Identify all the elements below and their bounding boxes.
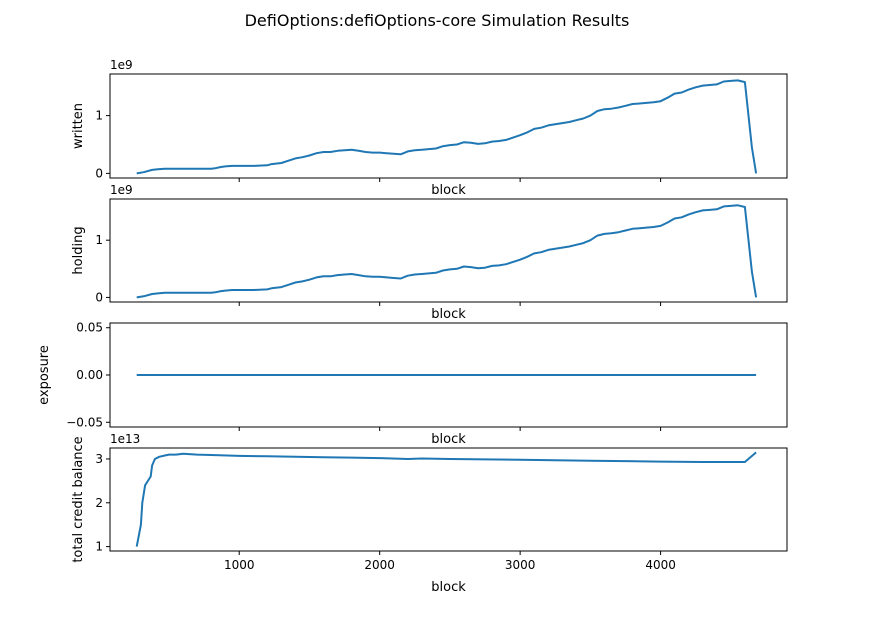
x-axis-label: block	[431, 183, 466, 198]
y-tick-label: 1	[95, 109, 103, 123]
x-axis-label: block	[431, 580, 466, 595]
y-tick-label: 0	[95, 290, 103, 304]
axes-frame	[109, 73, 788, 179]
y-offset-text: 1e9	[110, 183, 133, 197]
subplot-2: 0 1 block holding 1e9	[71, 183, 788, 322]
y-tick-label: 2	[95, 496, 103, 510]
y-axis-label: exposure	[37, 345, 52, 405]
y-offset-text: 1e13	[110, 432, 140, 446]
subplot-3: −0.05 0.00 0.05 block exposure	[37, 321, 788, 447]
subplot-stack: 0 1 block written 1e9 0 1 block holding 1e9 −0.05 0…	[37, 58, 788, 595]
y-axis-label: written	[71, 103, 86, 149]
axes-frame	[109, 198, 788, 303]
series-line	[136, 204, 758, 299]
axes-frame	[109, 447, 788, 552]
x-tick-label: 1000	[224, 558, 255, 572]
x-tick-label: 2000	[364, 558, 395, 572]
y-tick-label: 1	[95, 233, 103, 247]
y-tick-label: 0.00	[76, 368, 103, 382]
x-axis-label: block	[431, 307, 466, 322]
series-line	[135, 451, 757, 547]
y-axis-label: holding	[71, 226, 86, 274]
y-tick-label: 3	[95, 452, 103, 466]
subplot-4: 1000 2000 3000 4000 1 2 3 block total credit bal…	[71, 432, 788, 595]
y-offset-text: 1e9	[110, 58, 133, 72]
subplot-1: 0 1 block written 1e9	[71, 58, 788, 198]
y-tick-label: −0.05	[66, 415, 103, 429]
y-axis-label: total credit balance	[71, 436, 86, 562]
series-line	[136, 79, 758, 175]
x-axis-label: block	[431, 432, 466, 447]
figure-title: DefiOptions:defiOptions-core Simulation …	[245, 11, 630, 30]
y-tick-label: 1	[95, 540, 103, 554]
y-tick-label: 0	[95, 166, 103, 180]
x-tick-label: 3000	[505, 558, 536, 572]
y-tick-label: 0.05	[76, 321, 103, 335]
x-tick-label: 4000	[645, 558, 676, 572]
